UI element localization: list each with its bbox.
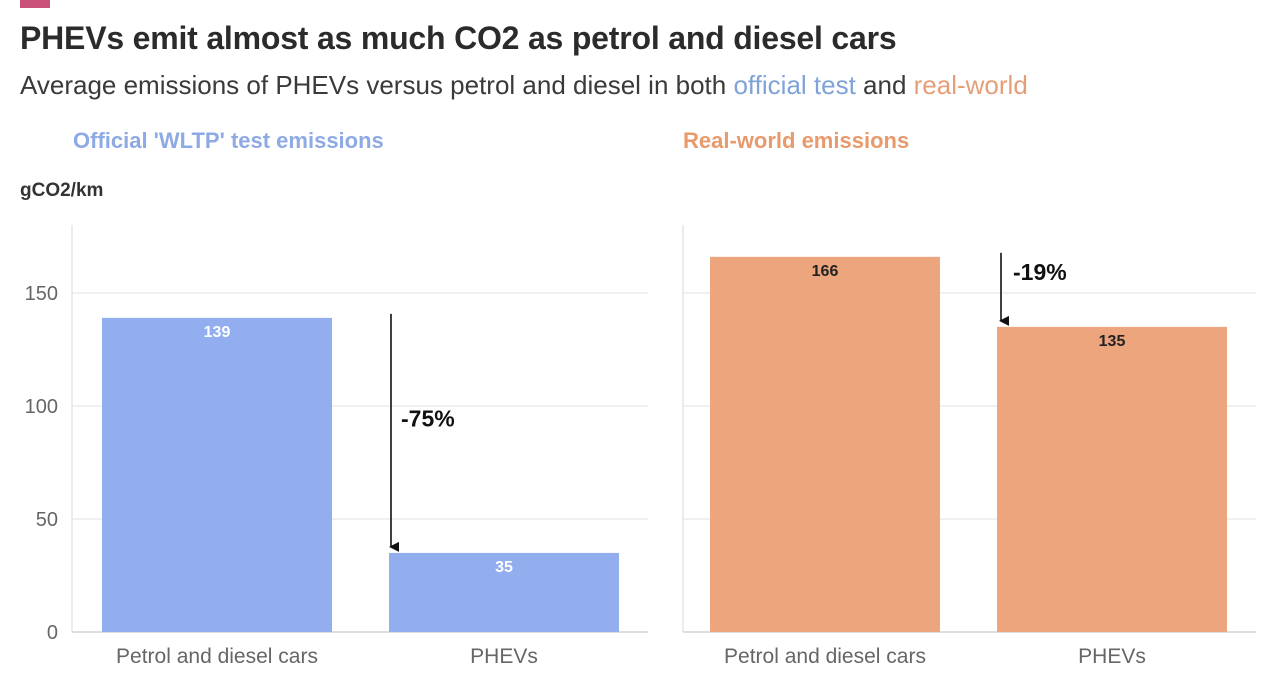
subtitle-and: and [855,70,914,100]
y-tick-label: 0 [47,622,58,644]
change-annotation: -19% [1013,259,1067,285]
panel-title-real-world: Real-world emissions [683,128,910,153]
panel-title-official: Official 'WLTP' test emissions [73,128,384,153]
x-tick-label: Petrol and diesel cars [116,645,318,668]
bar [102,317,332,632]
subtitle-prefix: Average emissions of PHEVs versus petrol… [20,70,734,100]
y-tick-label: 100 [25,396,58,418]
y-tick-label: 50 [36,509,58,531]
bar [389,552,619,632]
subtitle-official-highlight: official test [733,70,856,100]
brand-mark [20,0,50,8]
x-tick-label: Petrol and diesel cars [724,645,926,668]
data-label: 135 [1099,333,1126,350]
data-label: 139 [204,324,231,341]
data-label: 166 [812,263,839,280]
y-tick-label: 150 [25,283,58,305]
data-label: 35 [495,559,513,576]
x-tick-label: PHEVs [470,645,538,668]
chart-subtitle: Average emissions of PHEVs versus petrol… [20,70,1028,101]
bar [710,256,940,632]
chart-title: PHEVs emit almost as much CO2 as petrol … [20,20,897,56]
subtitle-real-world-highlight: real-world [913,70,1028,100]
x-tick-label: PHEVs [1078,645,1146,668]
bar [997,326,1227,632]
change-annotation: -75% [401,406,455,432]
y-axis-unit-label: gCO2/km [20,180,104,201]
